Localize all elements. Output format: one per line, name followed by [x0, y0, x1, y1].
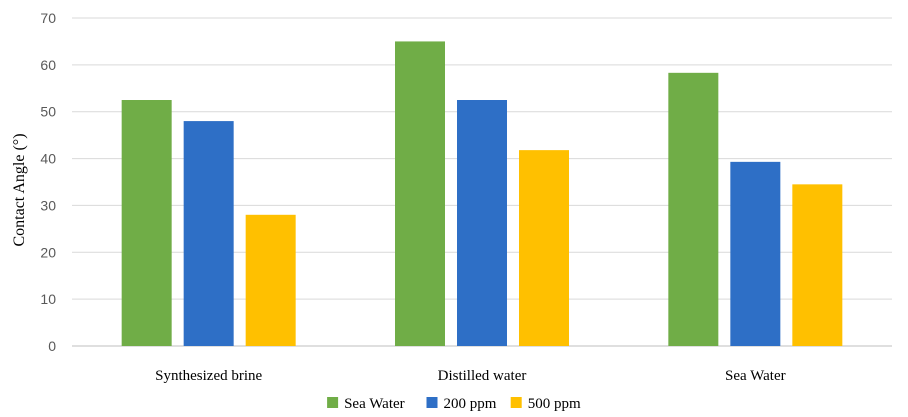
- bars: [121, 41, 843, 347]
- legend-label: 500 ppm: [528, 396, 581, 412]
- bar-200-ppm-synthesized-brine: [183, 121, 234, 346]
- y-axis-ticks: 0 10 20 30 40 50 60 70: [40, 10, 56, 354]
- legend: Sea Water 200 ppm 500 ppm: [327, 396, 581, 412]
- legend-swatch: [426, 397, 438, 408]
- y-tick-label: 0: [48, 338, 56, 354]
- bar-sea-water-distilled-water: [395, 41, 445, 347]
- y-tick-label: 40: [40, 151, 56, 167]
- y-tick-label: 50: [40, 104, 56, 120]
- y-tick-label: 20: [40, 244, 56, 260]
- bar-500-ppm-sea-water: [792, 184, 843, 346]
- legend-label: 200 ppm: [444, 396, 497, 412]
- y-tick-label: 60: [40, 57, 56, 73]
- y-tick-label: 30: [40, 197, 56, 213]
- x-category-label: Synthesized brine: [155, 368, 262, 384]
- y-tick-label: 10: [40, 291, 56, 307]
- x-axis-categories: Synthesized brine Distilled water Sea Wate…: [155, 368, 785, 384]
- legend-swatch: [327, 397, 339, 408]
- legend-swatch: [510, 397, 522, 408]
- x-category-label: Distilled water: [438, 368, 527, 384]
- x-category-label: Sea Water: [725, 368, 786, 384]
- bar-500-ppm-synthesized-brine: [245, 214, 296, 346]
- y-axis-title: Contact Angle (°): [11, 133, 28, 246]
- bar-200-ppm-sea-water: [730, 161, 781, 346]
- bar-200-ppm-distilled-water: [457, 100, 507, 346]
- legend-label: Sea Water: [344, 396, 405, 412]
- bar-sea-water-synthesized-brine: [121, 100, 172, 346]
- bar-sea-water-sea-water: [668, 72, 719, 346]
- bar-500-ppm-distilled-water: [519, 150, 569, 346]
- y-tick-label: 70: [40, 10, 56, 26]
